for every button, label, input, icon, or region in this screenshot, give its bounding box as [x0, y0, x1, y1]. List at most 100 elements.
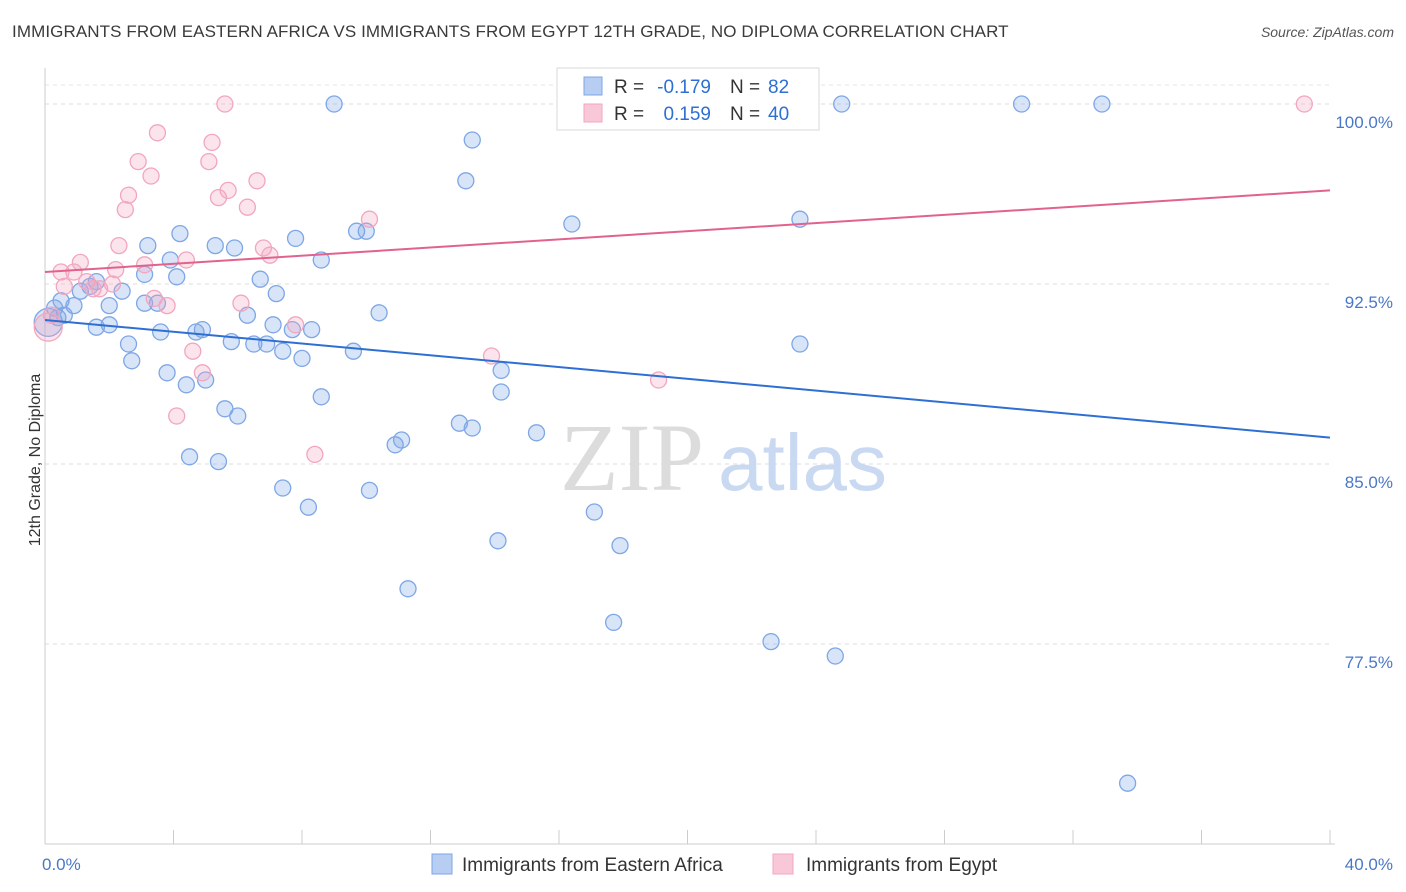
point-eastern-africa-6	[71, 282, 89, 300]
legend-r-value-0: -0.179	[657, 77, 711, 98]
point-eastern-africa-48	[312, 251, 330, 269]
point-egypt-24	[200, 152, 218, 171]
point-eastern-africa-25	[180, 448, 199, 466]
point-eastern-africa-5	[65, 296, 83, 315]
point-egypt-25	[203, 133, 221, 152]
point-egypt-22	[184, 342, 202, 360]
y-tick-labels: 77.5% 85.0% 92.5% 100.0%	[1335, 113, 1393, 672]
point-egypt-29	[232, 294, 250, 312]
point-eastern-africa-64	[492, 383, 510, 401]
watermark-zip: ZIP	[560, 404, 704, 511]
point-eastern-africa-79	[1118, 774, 1137, 792]
point-eastern-africa-62	[463, 131, 481, 149]
y-tick-label-0: 77.5%	[1345, 653, 1393, 672]
point-eastern-africa-42	[274, 479, 292, 497]
point-eastern-africa-75	[826, 647, 844, 665]
point-eastern-africa-22	[168, 268, 186, 286]
point-eastern-africa-50	[325, 95, 343, 113]
point-egypt-20	[168, 407, 186, 425]
correlation-legend: R = -0.179 N = 82 R = 0.159 N = 40	[556, 67, 820, 131]
point-egypt-33	[261, 246, 279, 264]
watermark-atlas: atlas	[718, 418, 887, 507]
point-egypt-30	[238, 198, 257, 216]
point-eastern-africa-54	[360, 481, 379, 500]
point-egypt-39	[1295, 95, 1313, 113]
point-egypt-7	[84, 280, 102, 298]
bottom-legend-swatch-eastern-africa	[431, 853, 453, 875]
legend-r-label-0: R =	[614, 77, 644, 98]
bottom-legend-label-eastern-africa: Immigrants from Eastern Africa	[462, 855, 723, 876]
point-eastern-africa-55	[370, 304, 388, 322]
point-eastern-africa-20	[158, 364, 176, 382]
point-eastern-africa-63	[489, 532, 507, 550]
legend-swatch-eastern-africa	[583, 76, 603, 96]
point-eastern-africa-38	[258, 335, 276, 353]
point-egypt-3	[55, 277, 73, 296]
point-eastern-africa-9	[87, 318, 106, 336]
legend-n-value-0: 82	[768, 77, 789, 98]
point-eastern-africa-23	[171, 224, 189, 243]
y-tick-label-1: 85.0%	[1345, 473, 1393, 492]
point-egypt-34	[286, 316, 305, 334]
watermark: ZIP atlas	[560, 404, 887, 511]
axes	[44, 68, 1335, 845]
point-eastern-africa-69	[604, 613, 623, 632]
point-eastern-africa-10	[100, 296, 118, 315]
point-eastern-africa-39	[264, 316, 282, 334]
point-egypt-35	[306, 445, 324, 464]
legend-r-value-1: 0.159	[663, 104, 711, 125]
y-tick-label-3: 100.0%	[1335, 113, 1393, 132]
point-egypt-14	[129, 152, 147, 171]
point-eastern-africa-60	[457, 172, 475, 190]
point-eastern-africa-29	[206, 236, 224, 255]
point-eastern-africa-77	[1012, 95, 1031, 113]
point-eastern-africa-47	[302, 320, 321, 339]
point-eastern-africa-37	[251, 270, 269, 288]
point-eastern-africa-34	[229, 407, 247, 425]
point-eastern-africa-58	[399, 580, 417, 598]
point-egypt-16	[142, 167, 160, 185]
point-egypt-23	[193, 364, 212, 382]
point-egypt-12	[116, 200, 134, 219]
chart-title: IMMIGRANTS FROM EASTERN AFRICA VS IMMIGR…	[12, 22, 1009, 41]
point-eastern-africa-41	[274, 342, 292, 360]
point-eastern-africa-57	[392, 431, 411, 449]
y-axis-title: 12th Grade, No Diploma	[27, 374, 44, 547]
gridlines	[45, 84, 1330, 645]
point-eastern-africa-21	[161, 251, 179, 269]
point-eastern-africa-66	[527, 424, 546, 442]
point-eastern-africa-15	[135, 294, 154, 312]
point-eastern-africa-78	[1093, 95, 1111, 113]
bottom-legend-label-egypt: Immigrants from Egypt	[806, 855, 998, 876]
point-eastern-africa-51	[344, 342, 363, 360]
series-legend: Immigrants from Eastern Africa Immigrant…	[431, 853, 998, 876]
point-eastern-africa-59	[450, 414, 469, 432]
trend-line-eastern-africa	[44, 319, 1331, 439]
point-egypt-18	[148, 124, 167, 142]
point-egypt-19	[158, 296, 176, 315]
bottom-legend-swatch-egypt	[772, 853, 794, 875]
trend-lines	[44, 189, 1331, 439]
point-eastern-africa-44	[286, 229, 305, 248]
point-eastern-africa-33	[225, 239, 244, 257]
point-egypt-28	[219, 181, 237, 200]
point-eastern-africa-61	[463, 419, 481, 437]
point-egypt-31	[248, 172, 266, 190]
point-eastern-africa-68	[585, 503, 603, 521]
x-tick-label-0: 0.0%	[42, 855, 81, 874]
point-egypt-8	[90, 280, 109, 298]
point-egypt-21	[177, 251, 196, 269]
point-eastern-africa-17	[139, 236, 157, 255]
point-eastern-africa-3	[52, 292, 70, 310]
source-label: Source: ZipAtlas.com	[1260, 24, 1394, 40]
point-egypt-27	[216, 95, 234, 113]
point-egypt-9	[103, 275, 122, 293]
legend-n-value-1: 40	[768, 104, 789, 125]
point-eastern-africa-45	[293, 349, 311, 368]
point-eastern-africa-13	[119, 335, 138, 353]
point-eastern-africa-76	[833, 95, 851, 113]
point-egypt-36	[360, 210, 379, 228]
point-eastern-africa-70	[611, 536, 629, 555]
point-egypt-4	[65, 263, 83, 281]
